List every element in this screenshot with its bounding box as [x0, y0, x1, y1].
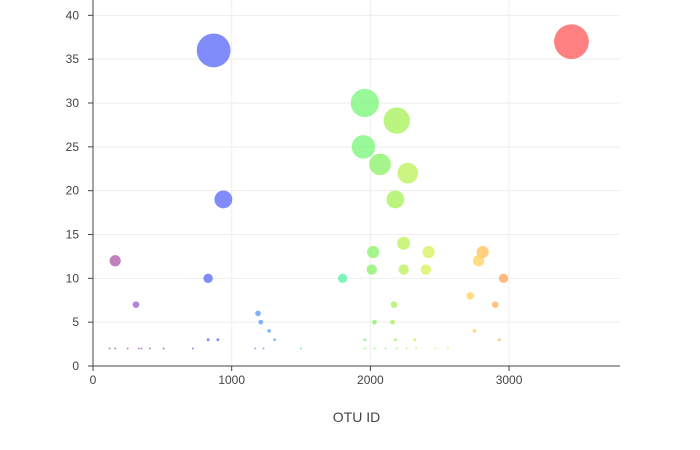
bubble-point[interactable]	[108, 347, 111, 350]
bubble-point[interactable]	[255, 310, 261, 317]
y-tick-label: 20	[66, 184, 80, 198]
y-tick-label: 30	[66, 96, 80, 110]
bubble-point[interactable]	[497, 338, 501, 342]
bubble-point[interactable]	[254, 347, 257, 350]
bubble-point[interactable]	[262, 347, 265, 350]
x-tick-labels: 0 1000 2000 3000	[90, 366, 523, 387]
bubble-point[interactable]	[491, 301, 499, 308]
grid	[93, 0, 620, 366]
x-tick-label: 1000	[218, 373, 245, 387]
x-tick-label: 2000	[357, 373, 384, 387]
bubble-point[interactable]	[420, 264, 432, 275]
bubble-point[interactable]	[203, 273, 213, 284]
bubble-point[interactable]	[137, 347, 140, 350]
bubble-point[interactable]	[554, 24, 589, 60]
bubble-point[interactable]	[386, 190, 405, 209]
bubble-point[interactable]	[337, 273, 348, 284]
bubble-point[interactable]	[216, 338, 220, 342]
bubble-point[interactable]	[397, 236, 411, 250]
bubble-point[interactable]	[395, 347, 398, 350]
bubble-point[interactable]	[109, 255, 121, 267]
bubble-point[interactable]	[114, 347, 117, 350]
y-tick-label: 10	[66, 271, 80, 285]
x-tick-label: 3000	[496, 373, 523, 387]
bubble-point[interactable]	[390, 301, 398, 308]
bubble-point[interactable]	[447, 347, 449, 350]
bubble-point[interactable]	[196, 33, 231, 68]
bubble-point[interactable]	[434, 347, 437, 350]
bubble-point[interactable]	[126, 347, 129, 350]
bubble-point[interactable]	[372, 319, 377, 325]
bubble-point[interactable]	[383, 107, 410, 134]
y-tick-label: 5	[72, 315, 79, 329]
bubble-point[interactable]	[398, 264, 409, 275]
bubble-point[interactable]	[267, 329, 272, 333]
bubble-point[interactable]	[393, 338, 397, 342]
bubble-point[interactable]	[466, 292, 474, 300]
bubble-point[interactable]	[405, 347, 408, 350]
bubble-point[interactable]	[384, 347, 387, 350]
x-axis-title: OTU ID	[333, 409, 380, 425]
bubble-point[interactable]	[373, 347, 376, 350]
bubble-point[interactable]	[366, 264, 377, 275]
bubble-point[interactable]	[162, 347, 165, 350]
bubble-point[interactable]	[367, 245, 380, 259]
y-tick-labels: 0 5 10 15 20 25 30 35 40	[66, 8, 93, 373]
y-tick-label: 35	[66, 52, 80, 66]
bubble-point[interactable]	[140, 347, 143, 350]
bubble-point[interactable]	[351, 135, 376, 159]
x-tick-label: 0	[90, 373, 97, 387]
bubble-point[interactable]	[363, 338, 367, 342]
y-tick-label: 0	[72, 359, 79, 373]
bubble-point[interactable]	[273, 338, 277, 342]
bubble-point[interactable]	[369, 153, 391, 176]
bubble-point[interactable]	[132, 301, 140, 308]
axes	[92, 0, 620, 367]
bubble-point[interactable]	[415, 347, 418, 350]
bubble-point[interactable]	[258, 319, 264, 325]
bubble-point[interactable]	[363, 347, 366, 350]
y-tick-label: 40	[66, 8, 80, 22]
bubble-series	[108, 24, 589, 350]
bubble-point[interactable]	[472, 255, 485, 267]
bubble-point[interactable]	[300, 347, 302, 350]
bubble-point[interactable]	[413, 338, 417, 342]
bubble-point[interactable]	[214, 190, 233, 209]
bubble-point[interactable]	[397, 162, 419, 184]
bubble-point[interactable]	[422, 245, 435, 259]
bubble-point[interactable]	[148, 347, 151, 350]
bubble-point[interactable]	[498, 273, 509, 284]
bubble-point[interactable]	[476, 245, 489, 259]
bubble-point[interactable]	[390, 319, 395, 325]
bubble-point[interactable]	[350, 88, 379, 118]
bubble-point[interactable]	[191, 347, 194, 350]
bubble-point[interactable]	[472, 329, 477, 333]
bubble-point[interactable]	[206, 338, 210, 342]
y-tick-label: 25	[66, 140, 80, 154]
y-tick-label: 15	[66, 228, 80, 242]
